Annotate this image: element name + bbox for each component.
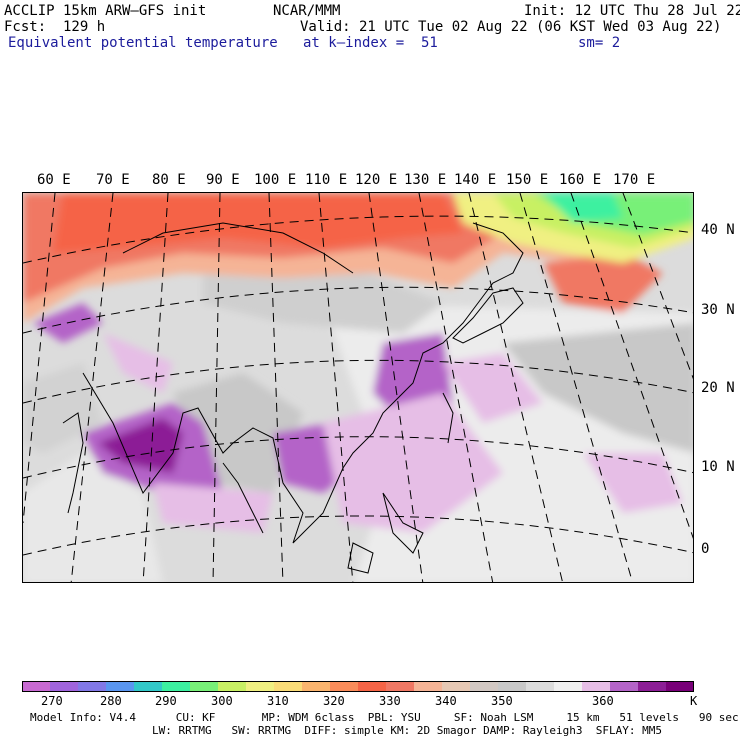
colorbar-tick-label: 280 [100,694,122,708]
colorbar-swatch [50,681,79,692]
colorbar-swatch [22,681,51,692]
colorbar-swatch [638,681,667,692]
colorbar-swatch [498,681,527,692]
colorbar-swatch [162,681,191,692]
colorbar-swatch [302,681,331,692]
lon-label: 170 E [613,172,656,188]
colorbar-swatch [358,681,387,692]
colorbar-border [22,681,694,692]
level-label: at k–index = 51 [303,35,438,51]
colorbar-tick-label: 320 [323,694,345,708]
colorbar-swatch [666,681,694,692]
field-name: Equivalent potential temperature [8,35,278,51]
colorbar-swatch [246,681,275,692]
colorbar [22,681,694,692]
lat-label: 30 N [701,302,735,318]
model-title: ACCLIP 15km ARW–GFS init [4,3,207,19]
lon-label: 160 E [559,172,602,188]
colorbar-swatch [554,681,583,692]
colorbar-swatch [470,681,499,692]
colorbar-swatch [274,681,303,692]
lon-label: 150 E [506,172,549,188]
colorbar-swatch [414,681,443,692]
lat-label: 20 N [701,380,735,396]
lon-label: 70 E [96,172,130,188]
colorbar-swatch [442,681,471,692]
lon-label: 140 E [454,172,497,188]
colorbar-tick-label: 300 [211,694,233,708]
colorbar-swatch [78,681,107,692]
colorbar-swatch [190,681,219,692]
colorbar-tick-label: 360 [592,694,614,708]
theta-e-field [23,193,693,582]
colorbar-tick-label: 310 [267,694,289,708]
graticule [23,193,693,582]
colorbar-swatch [386,681,415,692]
colorbar-swatch [582,681,611,692]
colorbar-swatch [526,681,555,692]
colorbar-swatch [330,681,359,692]
lat-label: 0 [701,541,710,557]
lon-label: 60 E [37,172,71,188]
lon-label: 130 E [404,172,447,188]
lon-label: 100 E [254,172,297,188]
colorbar-tick-label: 350 [491,694,513,708]
lon-label: 110 E [305,172,348,188]
colorbar-tick-label: 340 [435,694,457,708]
forecast-hour: Fcst: 129 h [4,19,106,35]
center-label: NCAR/MMM [273,3,341,19]
colorbar-tick-label: 330 [379,694,401,708]
lon-label: 80 E [152,172,186,188]
model-info-line2: LW: RRTMG SW: RRTMG DIFF: simple KM: 2D … [152,724,662,737]
lat-label: 40 N [701,222,735,238]
smoothing-label: sm= 2 [578,35,621,51]
lon-label: 90 E [206,172,240,188]
colorbar-swatch [106,681,135,692]
colorbar-tick-label: 270 [41,694,63,708]
map-panel [22,192,694,583]
lat-label: 10 N [701,459,735,475]
init-time: Init: 12 UTC Thu 28 Jul 22 [524,3,740,19]
colorbar-unit: K [690,694,698,708]
coastlines [62,222,524,574]
valid-time: Valid: 21 UTC Tue 02 Aug 22 (06 KST Wed … [300,19,722,35]
colorbar-swatch [610,681,639,692]
colorbar-swatch [218,681,247,692]
colorbar-swatch [134,681,163,692]
model-info-line1: Model Info: V4.4 CU: KF MP: WDM 6class P… [30,711,739,724]
field-shading [23,193,693,582]
colorbar-tick-label: 290 [155,694,177,708]
lon-label: 120 E [355,172,398,188]
